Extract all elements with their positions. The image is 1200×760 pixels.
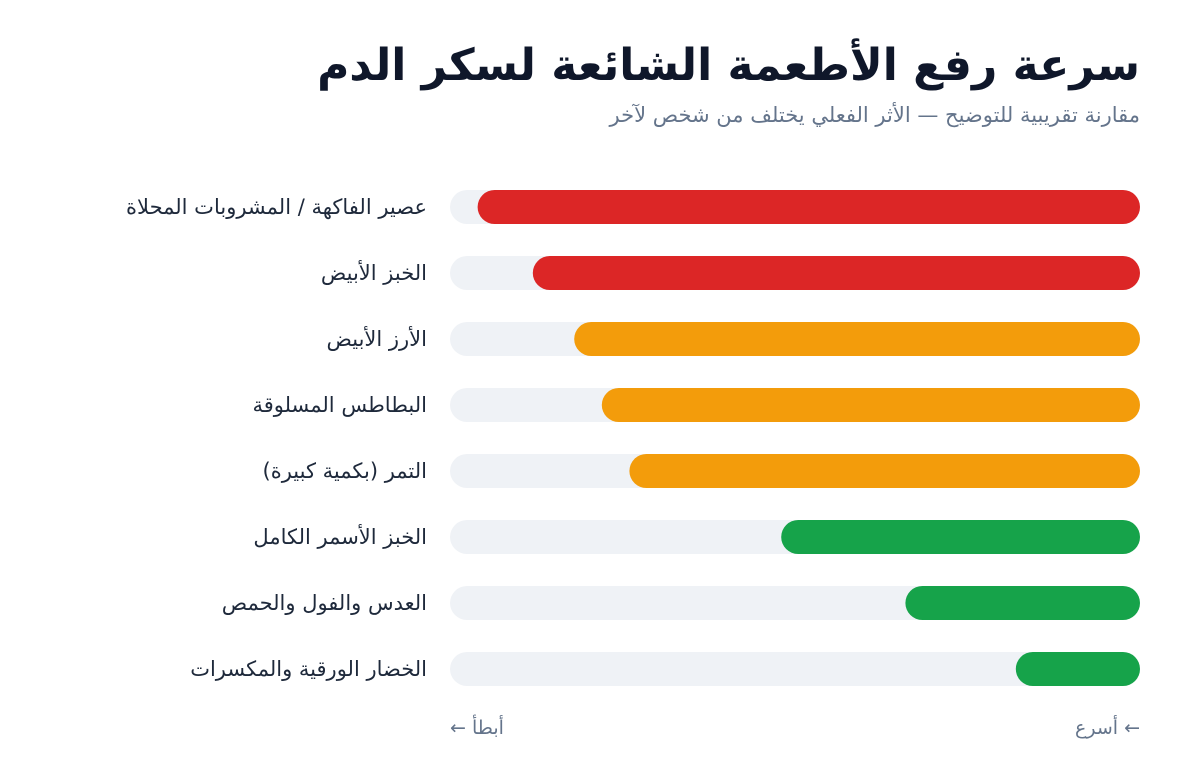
bar-medium: [574, 322, 1140, 356]
category-label: الخبز الأسمر الكامل: [253, 524, 427, 549]
category-label: التمر (بكمية كبيرة): [263, 459, 427, 483]
chart-subtitle: مقارنة تقريبية للتوضيح — الأثر الفعلي يخ…: [609, 103, 1140, 127]
axis-slower-label: أبطأ ←: [450, 717, 504, 739]
axis-faster-label: ← أسرع: [1075, 717, 1140, 739]
bar-high: [477, 190, 1141, 224]
category-label: العدس والفول والحمص: [222, 591, 427, 615]
bar-low: [781, 520, 1140, 554]
bar-low: [1015, 652, 1140, 686]
category-label: الأرز الأبيض: [327, 326, 428, 351]
bar-low: [905, 586, 1140, 620]
bar-medium: [601, 388, 1140, 422]
bar-medium: [629, 454, 1140, 488]
category-label: عصير الفاكهة / المشروبات المحلاة: [126, 195, 427, 219]
bar-track: [450, 652, 1140, 686]
category-label: البطاطس المسلوقة: [252, 393, 427, 417]
bar-high: [532, 256, 1140, 290]
category-label: الخضار الورقية والمكسرات: [190, 657, 427, 681]
category-label: الخبز الأبيض: [321, 260, 427, 285]
chart-title: سرعة رفع الأطعمة الشائعة لسكر الدم: [317, 40, 1140, 91]
